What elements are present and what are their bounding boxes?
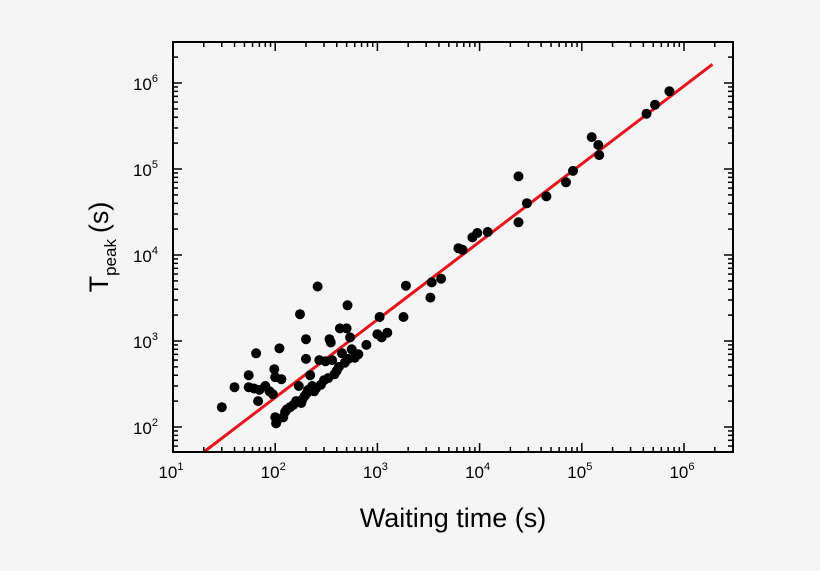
data-point — [457, 244, 468, 255]
data-point — [274, 343, 285, 354]
data-point — [594, 150, 605, 161]
data-point — [400, 280, 411, 291]
data-point — [426, 277, 437, 288]
data-point — [361, 339, 372, 350]
data-point — [374, 312, 385, 322]
fit-line — [202, 63, 714, 454]
x-axis-title: Waiting time (s) — [360, 503, 547, 533]
data-point — [216, 402, 227, 413]
data-point — [513, 171, 524, 182]
data-point — [305, 370, 316, 381]
data-point — [586, 132, 597, 143]
x-tick-label: 104 — [465, 461, 490, 482]
x-tick-label: 103 — [363, 461, 388, 482]
y-axis-tick-labels: 102 103 104 105 106 — [133, 73, 158, 438]
data-point — [568, 165, 578, 176]
data-point — [398, 312, 409, 322]
data-point — [243, 370, 254, 381]
data-point — [382, 327, 393, 338]
y-axis-title-unit: (s) — [84, 202, 114, 233]
y-axis-title-main: T — [84, 276, 114, 293]
data-point — [327, 355, 338, 366]
data-point — [353, 349, 364, 360]
x-tick-label: 106 — [669, 461, 694, 482]
data-point — [641, 108, 652, 119]
data-point — [301, 353, 311, 364]
data-point — [267, 389, 278, 400]
x-tick-label: 102 — [261, 461, 286, 482]
y-tick-label: 104 — [133, 245, 158, 266]
y-tick-label: 105 — [133, 159, 158, 180]
data-point — [342, 300, 353, 311]
data-point — [301, 334, 311, 345]
plot-frame — [172, 41, 734, 453]
y-tick-label: 103 — [133, 331, 158, 352]
x-axis-tick-labels: 101 102 103 104 105 106 — [158, 461, 694, 482]
data-point — [295, 309, 305, 320]
data-point — [561, 177, 571, 188]
data-point — [593, 140, 604, 150]
data-point — [229, 382, 240, 393]
data-point — [253, 396, 264, 407]
y-tick-label: 106 — [133, 73, 158, 94]
data-point — [513, 217, 524, 228]
data-point — [650, 99, 660, 110]
data-point — [269, 364, 280, 375]
data-point — [664, 86, 675, 97]
x-tick-label: 105 — [567, 461, 592, 482]
data-points — [216, 86, 675, 429]
data-point — [341, 323, 352, 334]
data-point — [325, 337, 336, 348]
data-point — [436, 273, 447, 284]
data-point — [312, 281, 323, 292]
data-point — [541, 191, 552, 202]
data-point — [276, 374, 287, 385]
data-point — [482, 227, 493, 237]
x-axis-ticks — [203, 42, 734, 452]
y-axis-title-subscript: peak — [101, 239, 120, 276]
y-tick-label: 102 — [133, 417, 158, 438]
svg-text:Tpeak(s): Tpeak (s) — [84, 202, 120, 293]
data-point — [345, 332, 356, 343]
data-point — [293, 381, 304, 391]
y-axis-ticks — [173, 56, 733, 447]
data-point — [521, 198, 532, 209]
x-tick-label: 101 — [158, 461, 183, 482]
y-axis-title: Tpeak (s) — [84, 202, 120, 293]
data-point — [425, 292, 436, 303]
data-point — [251, 348, 262, 359]
data-point — [472, 228, 483, 238]
